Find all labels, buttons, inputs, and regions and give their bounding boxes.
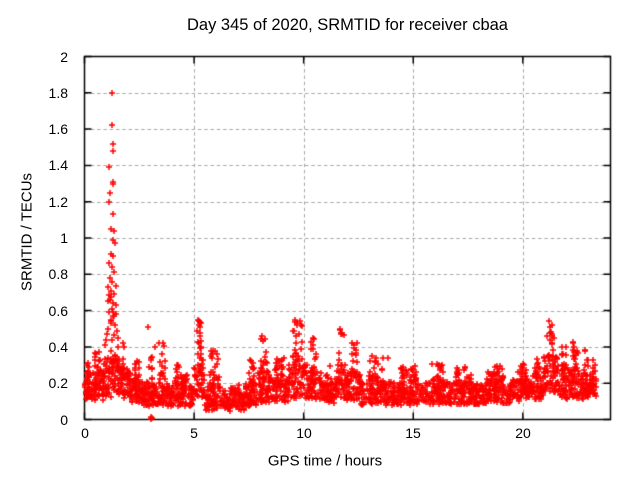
x-axis-title: GPS time / hours: [267, 452, 383, 470]
y-tick-label: 0.8: [48, 266, 68, 282]
x-tick-label: 0: [81, 425, 89, 441]
x-tick-label: 10: [296, 425, 312, 441]
y-tick-label: 0: [60, 412, 68, 428]
x-tick-label: 20: [515, 425, 531, 441]
x-tick-label: 15: [405, 425, 421, 441]
x-tick-label: 5: [190, 425, 198, 441]
y-tick-label: 0.2: [48, 375, 68, 391]
y-tick-label: 2: [60, 49, 68, 65]
y-tick-label: 1: [60, 230, 68, 246]
y-tick-label: 1.6: [48, 121, 68, 137]
y-tick-label: 1.2: [48, 194, 68, 210]
y-tick-label: 1.4: [48, 157, 68, 173]
y-tick-label: 1.8: [48, 85, 68, 101]
y-tick-label: 0.6: [48, 303, 68, 319]
chart-title: Day 345 of 2020, SRMTID for receiver cba…: [187, 16, 508, 34]
y-tick-label: 0.4: [48, 339, 68, 355]
